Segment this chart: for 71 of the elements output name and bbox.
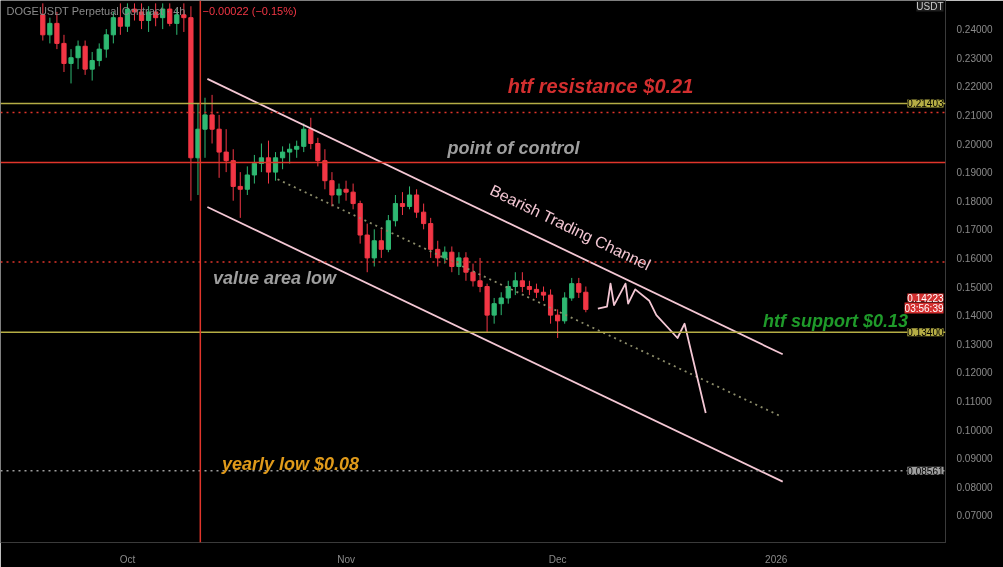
y-tick-label: 0.13000 [956,338,994,350]
y-tick-label: 0.19000 [956,167,994,179]
candlestick [223,128,229,173]
x-tick-label: 2026 [765,553,788,565]
y-tick-label: 0.11000 [956,395,993,407]
candlestick [463,251,469,282]
candlestick [378,228,384,259]
candlestick [82,40,88,76]
candlestick [272,151,279,182]
candlestick [399,191,406,216]
candlestick [519,271,525,293]
candlestick [371,228,377,267]
candlestick [117,2,123,36]
y-tick-label: 0.22000 [956,81,994,93]
line-series [596,282,707,414]
candlestick [279,145,286,170]
candlestick [470,263,476,288]
candlestick [265,140,272,185]
candlestick [421,203,427,230]
candlestick [449,245,455,273]
candlestick [167,2,173,27]
chart-subtitle: −0.00022 (−0.15%) [202,4,297,17]
ref-line-label: 0.13400 [907,327,944,339]
annotation: yearly low $0.08 [220,453,360,474]
candlestick [413,188,420,219]
y-tick-label: 0.09000 [956,453,994,465]
y-tick-label: 0.17000 [956,224,994,236]
y-tick-label: 0.21000 [956,109,994,121]
candlestick [406,185,413,210]
y-tick-label: 0.08000 [956,481,994,493]
candlestick [569,277,575,302]
annotation: 0.14223 [907,292,944,304]
candlestick [301,122,307,153]
x-tick-label: Oct [119,553,136,565]
candlestick [237,171,243,219]
candlestick [547,288,554,325]
y-tick-label: 0.10000 [956,424,994,436]
y-tick-label: 0.15000 [956,281,994,293]
candlestick [512,271,518,296]
ref-line-label: 0.21403 [907,98,944,110]
annotation: point of control [446,137,581,158]
candlestick [251,154,257,185]
ref-line-label: 0.08561 [907,465,944,477]
y-tick-label: 0.23000 [956,52,994,64]
candlestick [343,180,349,202]
candlestick [336,183,342,205]
y-tick-label: 0.07000 [956,510,994,522]
annotation: value area low [212,267,338,288]
y-tick-label: 0.20000 [956,138,994,150]
candlestick [244,165,250,196]
y-tick-label: 0.14000 [956,310,994,322]
candlestick [47,17,53,44]
annotation: htf resistance $0.21 [507,74,694,97]
y-axis-title: USDT [916,0,944,12]
candlestick [435,240,441,267]
candlestick [202,97,208,159]
annotation: 03:56:39 [904,302,944,314]
candlestick [364,223,370,273]
y-tick-label: 0.18000 [956,195,994,207]
candlestick [562,291,568,325]
y-tick-label: 0.12000 [956,367,994,379]
candlestick [392,194,399,227]
candlestick [583,286,589,313]
x-tick-label: Nov [337,553,355,565]
x-tick-label: Dec [548,553,567,565]
y-tick-label: 0.24000 [956,24,994,36]
candlestick [555,308,561,339]
candlestick [103,28,109,59]
candlestick [287,143,293,165]
candlestick [576,277,582,299]
y-tick-label: 0.16000 [956,252,994,264]
